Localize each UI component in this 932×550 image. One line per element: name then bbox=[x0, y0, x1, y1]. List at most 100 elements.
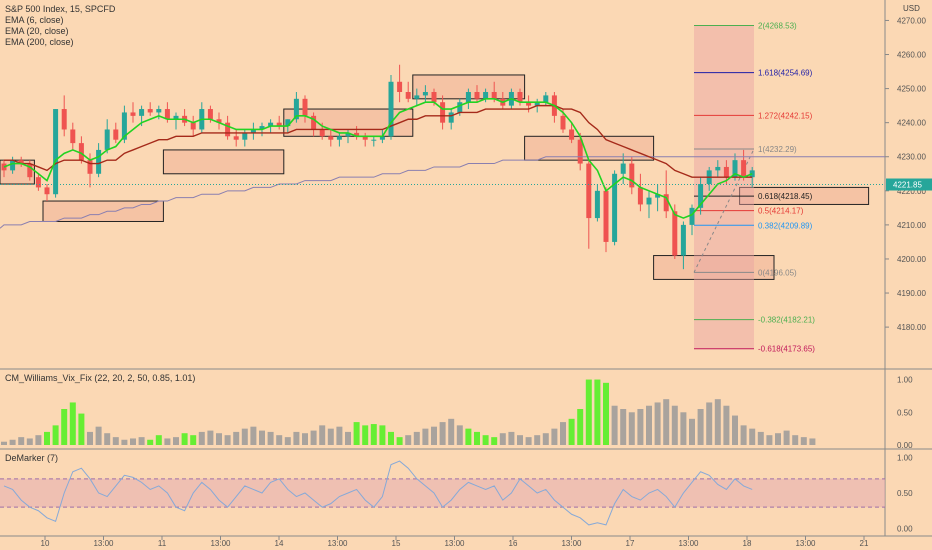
demarker-tick-label: 0.50 bbox=[897, 489, 913, 498]
time-tick-label: 17 bbox=[626, 539, 635, 548]
candle-body bbox=[113, 129, 119, 140]
ema6-legend[interactable]: EMA (6, close) bbox=[5, 15, 64, 25]
candle-body bbox=[268, 122, 274, 127]
price-axis[interactable]: 4180.00 4190.00 4200.00 4210.00 4220.00 4230.… bbox=[885, 16, 932, 533]
zone-box bbox=[42, 200, 164, 222]
vix-bar bbox=[259, 430, 265, 445]
vix-bar bbox=[276, 435, 283, 445]
vix-bar bbox=[61, 409, 68, 445]
vix-bar bbox=[26, 438, 33, 445]
fib-level-label: 1.272(4242.15) bbox=[758, 111, 813, 120]
candle-body bbox=[139, 109, 145, 116]
fibonacci-extension[interactable]: 2(4268.53) 1.618(4254.69) 1.272(4242.15) 1(… bbox=[693, 21, 815, 354]
candle-body bbox=[293, 98, 299, 120]
vix-bar bbox=[302, 433, 308, 445]
candle-body bbox=[70, 129, 76, 144]
vix-bar bbox=[173, 437, 179, 445]
candle-body bbox=[543, 95, 549, 103]
candle-body bbox=[44, 187, 50, 195]
vix-bar bbox=[603, 382, 609, 445]
vix-bar bbox=[560, 422, 566, 445]
vix-bar bbox=[757, 431, 764, 445]
price-tick-label: 4250.00 bbox=[897, 85, 926, 94]
grid-lines bbox=[0, 0, 932, 537]
candle-body bbox=[715, 166, 721, 171]
vix-bar bbox=[396, 437, 403, 445]
last-price-label: 4221.85 bbox=[893, 181, 922, 190]
candlestick-series[interactable] bbox=[1, 64, 755, 270]
fib-level-label: 1.618(4254.69) bbox=[758, 69, 813, 78]
time-tick-label: 16 bbox=[509, 539, 518, 548]
symbol-title[interactable]: S&P 500 Index, 15, SPCFD bbox=[5, 4, 116, 14]
time-axis[interactable]: 10 13:00 11 13:00 14 13:00 15 13:00 16 13:00 17 13:… bbox=[41, 536, 869, 548]
candle-body bbox=[10, 160, 16, 171]
candle-body bbox=[723, 166, 729, 178]
time-tick-label: 21 bbox=[860, 539, 869, 548]
ema20-legend[interactable]: EMA (20, close) bbox=[5, 26, 69, 36]
fib-level-label: 2(4268.53) bbox=[758, 21, 797, 30]
vix-bar bbox=[216, 433, 222, 445]
price-tick-label: 4230.00 bbox=[897, 153, 926, 162]
vix-bar bbox=[534, 435, 541, 445]
candle-body bbox=[603, 190, 609, 242]
vix-bar bbox=[809, 438, 816, 445]
time-tick-label: 10 bbox=[41, 539, 50, 548]
vix-bar bbox=[749, 428, 756, 445]
vix-bar bbox=[474, 431, 480, 445]
vix-bar bbox=[431, 426, 437, 445]
fib-level-label: -0.382(4182.21) bbox=[758, 316, 815, 325]
candle-body bbox=[379, 136, 385, 140]
candle-body bbox=[225, 122, 231, 137]
vix-bar bbox=[654, 402, 661, 445]
vix-bar bbox=[542, 433, 549, 445]
vix-bar bbox=[9, 439, 16, 445]
candle-body bbox=[87, 160, 93, 174]
vix-bar bbox=[336, 426, 343, 445]
vix-bar bbox=[241, 428, 248, 445]
vix-bar bbox=[448, 418, 455, 445]
vix-bar bbox=[766, 435, 773, 445]
vix-legend[interactable]: CM_Williams_Vix_Fix (22, 20, 2, 50, 0.85… bbox=[5, 373, 196, 383]
vix-bar bbox=[611, 405, 618, 445]
vix-bar bbox=[465, 428, 472, 445]
candle-body bbox=[336, 136, 342, 140]
demarker-legend[interactable]: DeMarker (7) bbox=[5, 453, 59, 463]
vix-bar bbox=[697, 409, 704, 445]
time-tick-label: 15 bbox=[392, 539, 401, 548]
candle-body bbox=[345, 132, 351, 137]
candle-body bbox=[319, 129, 325, 137]
vix-bar bbox=[577, 409, 584, 445]
candle-body bbox=[569, 129, 575, 140]
fib-background bbox=[694, 25, 754, 349]
candle-body bbox=[629, 163, 635, 188]
candle-body bbox=[483, 92, 489, 99]
time-tick-label: 18 bbox=[743, 539, 752, 548]
vix-bar bbox=[551, 428, 558, 445]
time-tick-label: 13:00 bbox=[678, 539, 699, 548]
vix-bar bbox=[18, 437, 25, 445]
candle-body bbox=[354, 132, 360, 137]
vix-bar bbox=[706, 402, 713, 445]
candle-body bbox=[311, 115, 317, 130]
candle-body bbox=[302, 98, 308, 116]
candle-body bbox=[646, 197, 652, 205]
vix-tick-label: 0.00 bbox=[897, 441, 913, 450]
candle-body bbox=[233, 136, 239, 140]
vix-bar bbox=[95, 426, 102, 445]
ema200-legend[interactable]: EMA (200, close) bbox=[5, 37, 74, 47]
candle-body bbox=[104, 129, 110, 150]
vix-bar bbox=[740, 425, 747, 445]
last-price-tag bbox=[886, 178, 932, 191]
vix-bar bbox=[155, 435, 162, 445]
vix-bar bbox=[267, 431, 274, 445]
candle-body bbox=[637, 187, 643, 205]
candle-body bbox=[242, 132, 248, 140]
vix-bar bbox=[689, 418, 695, 445]
price-tick-label: 4260.00 bbox=[897, 51, 926, 60]
fib-level-label: 1(4232.29) bbox=[758, 145, 797, 154]
vix-bar bbox=[585, 379, 592, 445]
candle-body bbox=[285, 119, 291, 127]
candle-body bbox=[173, 115, 179, 120]
candle-body bbox=[517, 92, 523, 103]
